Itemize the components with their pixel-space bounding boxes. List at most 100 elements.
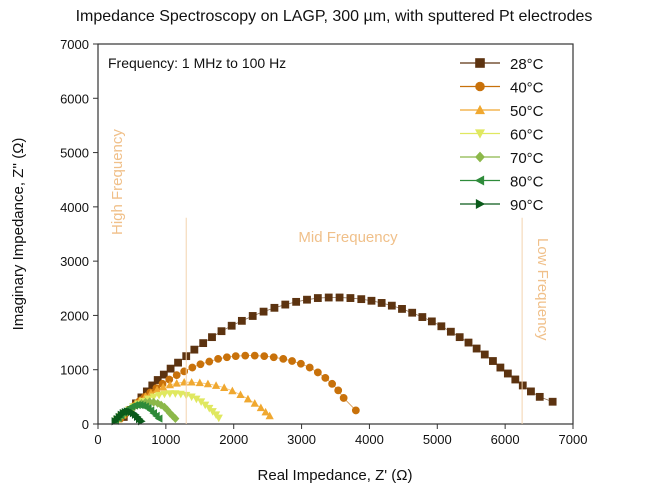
data-point — [223, 353, 231, 362]
data-point — [227, 321, 236, 330]
data-point — [292, 297, 301, 306]
data-point — [154, 414, 163, 423]
legend-marker — [474, 104, 486, 115]
data-point — [187, 377, 196, 386]
data-point — [261, 407, 270, 416]
data-point — [303, 295, 311, 304]
series-6 — [111, 407, 146, 426]
y-tick-label: 3000 — [60, 254, 89, 269]
plot-frame — [97, 43, 574, 425]
data-point — [269, 353, 278, 362]
data-point — [236, 390, 245, 399]
data-point — [279, 354, 288, 363]
legend-label: 80°C — [510, 174, 544, 191]
data-point — [548, 397, 557, 406]
data-point — [335, 293, 344, 302]
legend-label: 70°C — [510, 150, 544, 167]
data-point — [480, 350, 489, 359]
data-point — [446, 327, 455, 336]
legend-marker — [474, 175, 485, 186]
mid-frequency-label: Mid Frequency — [298, 229, 398, 246]
data-point — [228, 386, 237, 395]
data-point — [159, 370, 168, 379]
data-point — [248, 312, 257, 320]
data-point — [489, 357, 497, 365]
x-tick-label: 5000 — [423, 432, 452, 447]
frequency-note: Frequency: 1 MHz to 100 Hz — [108, 55, 286, 71]
y-tick-label: 7000 — [60, 37, 89, 52]
data-point — [196, 360, 205, 369]
data-point — [281, 300, 290, 309]
data-point — [166, 364, 175, 373]
low-frequency-label: Low Frequency — [534, 238, 551, 341]
data-point — [265, 411, 274, 420]
y-tick-label: 6000 — [60, 91, 89, 106]
data-point — [205, 357, 214, 366]
data-point — [172, 379, 181, 387]
x-tick-label: 3000 — [287, 432, 316, 447]
data-point — [214, 414, 223, 423]
data-point — [208, 333, 216, 342]
legend-label: 50°C — [510, 103, 544, 120]
data-point — [171, 390, 180, 398]
data-point — [518, 381, 527, 390]
data-point — [339, 394, 348, 402]
x-axis: 0 1000 2000 3000 4000 5000 6000 7000 — [94, 424, 587, 447]
chart-title: Impedance Spectroscopy on LAGP, 300 µm, … — [76, 8, 593, 25]
y-axis-label: Imaginary Impedance, Z'' (Ω) — [10, 138, 27, 331]
data-point — [464, 338, 473, 347]
data-point — [437, 322, 446, 331]
data-point — [288, 357, 296, 365]
data-point — [153, 376, 162, 384]
data-point — [535, 392, 544, 401]
legend-marker — [475, 198, 486, 210]
data-point — [328, 379, 337, 388]
legend-label: 60°C — [510, 127, 544, 144]
data-point — [296, 359, 305, 368]
x-axis-label: Real Impedance, Z' (Ω) — [258, 467, 413, 484]
x-tick-label: 1000 — [151, 432, 180, 447]
data-point — [496, 363, 505, 372]
y-tick-label: 2000 — [60, 308, 89, 323]
data-point — [174, 358, 182, 367]
data-point — [321, 373, 330, 382]
data-point — [241, 351, 250, 360]
high-frequency-label: High Frequency — [109, 129, 126, 235]
data-point — [172, 371, 181, 380]
legend-marker — [474, 129, 486, 139]
data-point — [305, 363, 314, 372]
data-point — [324, 293, 333, 302]
data-point — [171, 414, 180, 423]
data-point — [398, 305, 406, 313]
data-point — [256, 403, 265, 412]
data-point — [351, 406, 360, 415]
data-point — [259, 307, 268, 316]
data-point — [211, 381, 221, 389]
data-point — [270, 303, 279, 312]
legend-label: 40°C — [510, 80, 544, 97]
data-point — [527, 387, 535, 396]
data-point — [237, 316, 246, 325]
legend: 28°C 40°C 50°C 60°C 70°C 80°C 90°C — [460, 56, 544, 214]
legend-marker — [475, 58, 485, 68]
data-point — [334, 386, 343, 395]
data-point — [250, 351, 259, 360]
y-tick-label: 0 — [82, 417, 89, 432]
data-point — [472, 344, 481, 353]
data-point — [243, 394, 253, 403]
legend-marker — [475, 151, 485, 163]
data-point — [188, 363, 197, 372]
data-point — [408, 308, 417, 317]
series-0 — [119, 293, 557, 421]
data-point — [377, 299, 386, 307]
data-point — [159, 382, 168, 391]
data-point — [165, 380, 175, 389]
data-point — [367, 296, 376, 305]
data-point — [503, 369, 512, 378]
data-point — [160, 390, 169, 399]
data-point — [199, 339, 208, 348]
data-point — [455, 333, 464, 342]
data-point — [217, 327, 226, 336]
frequency-dividers — [185, 217, 523, 424]
